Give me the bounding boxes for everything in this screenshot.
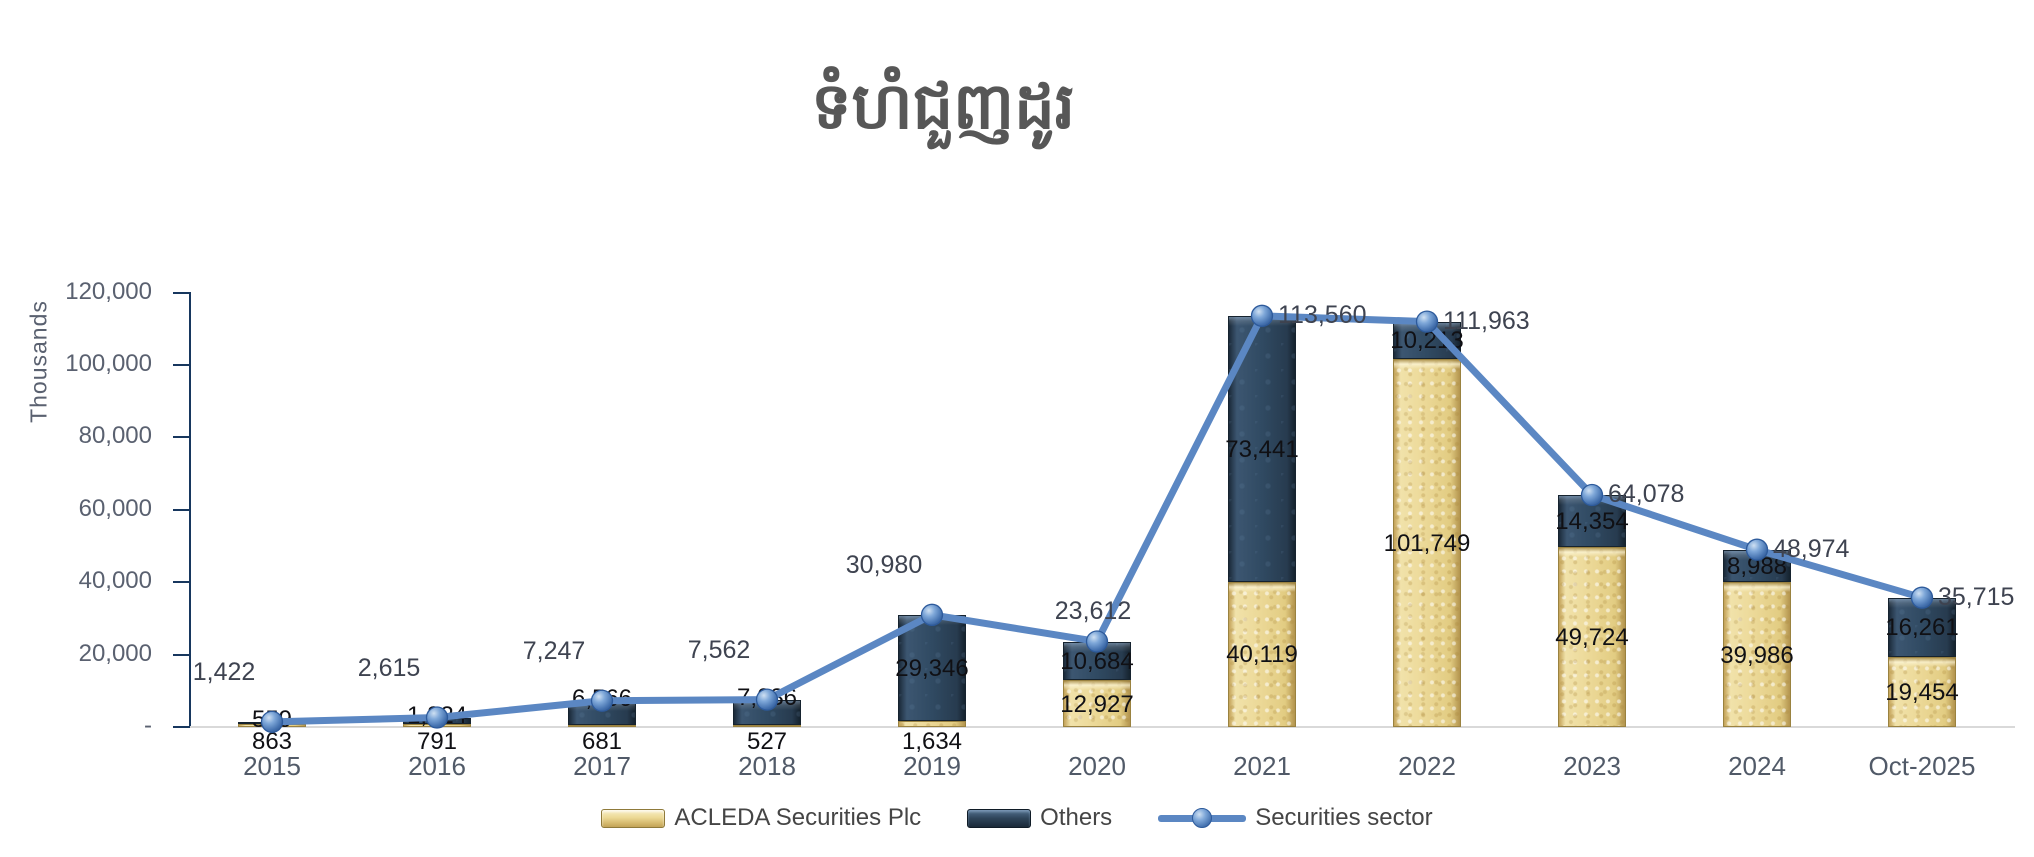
- x-axis-label-Oct-2025: Oct-2025: [1868, 751, 1976, 781]
- y-axis-line: [189, 292, 191, 728]
- total-label-Oct-2025: 35,715: [1938, 582, 2015, 611]
- y-axis-tick: [173, 508, 190, 511]
- y-axis-tick: [173, 436, 190, 439]
- y-axis-tick-label: 80,000: [78, 422, 152, 450]
- y-axis-tick: [173, 581, 190, 584]
- chart-title: ទំហំជួញដូរ: [810, 70, 1076, 142]
- bar-label-acleda-2024: 39,986: [1720, 641, 1794, 669]
- bar-bevel: [1064, 681, 1130, 691]
- x-axis-label-2021: 2021: [1233, 751, 1291, 781]
- x-axis-label-2016: 2016: [408, 751, 466, 781]
- total-label-2019: 30,980: [845, 550, 923, 579]
- x-axis-label-2023: 2023: [1563, 751, 1621, 781]
- bar-label-acleda-2022: 101,749: [1383, 529, 1471, 557]
- x-axis-label-2022: 2022: [1398, 751, 1456, 781]
- y-axis-tick-label: 20,000: [78, 639, 152, 667]
- bar-label-acleda-2021: 40,119: [1226, 641, 1298, 669]
- bar-label-acleda-2016: 791: [416, 728, 458, 755]
- legend-swatch-acleda: [601, 808, 666, 828]
- x-axis-label-2018: 2018: [738, 751, 796, 781]
- bar-label-others-2018: 7,036: [736, 683, 798, 711]
- legend-label: Securities sector: [1255, 804, 1433, 831]
- y-axis-tick: [173, 291, 190, 294]
- x-axis-label-2019: 2019: [903, 751, 961, 781]
- bar-bevel: [1559, 547, 1625, 557]
- total-label-2020: 23,612: [1054, 596, 1132, 625]
- total-label-2021: 113,560: [1278, 300, 1367, 329]
- total-label-2016: 2,615: [357, 653, 421, 682]
- bar-label-acleda-2020: 12,927: [1060, 690, 1134, 718]
- bar-bevel: [899, 615, 965, 625]
- y-axis-tick: [173, 363, 190, 366]
- bar-label-acleda-2019: 1,634: [901, 728, 963, 755]
- y-axis-tick: [173, 726, 190, 728]
- bar-bevel: [1229, 582, 1295, 592]
- legend-label: Others: [1040, 804, 1113, 831]
- y-axis-tick: [173, 653, 190, 656]
- bar-bevel: [1724, 583, 1790, 593]
- legend-item-securities-sector: Securities sector: [1158, 804, 1433, 832]
- bar-segment-acleda-2017: [568, 724, 636, 727]
- bar-label-others-2020: 10,684: [1060, 647, 1134, 675]
- bar-label-acleda-2017: 681: [581, 728, 623, 755]
- bar-label-acleda-2015: 863: [251, 728, 293, 755]
- bar-label-others-2016: 1,824: [406, 701, 468, 729]
- x-axis-line: [190, 726, 2015, 728]
- legend-label: ACLEDA Securities Plc: [674, 804, 922, 831]
- y-axis-tick-label: 100,000: [65, 349, 152, 377]
- total-label-2023: 64,078: [1608, 479, 1685, 508]
- bar-bevel: [1394, 359, 1460, 369]
- legend: ACLEDA Securities Plc Others Securities se…: [0, 804, 2034, 832]
- bar-segment-acleda-2018: [733, 725, 801, 728]
- total-label-2017: 7,247: [522, 636, 586, 665]
- x-axis-label-2015: 2015: [243, 751, 301, 781]
- bar-bevel: [1889, 657, 1955, 667]
- total-label-2022: 111,963: [1443, 306, 1530, 335]
- bar-label-others-Oct-2025: 16,261: [1885, 614, 1959, 642]
- bar-label-acleda-Oct-2025: 19,454: [1885, 678, 1959, 706]
- x-axis-label-2020: 2020: [1068, 751, 1126, 781]
- bar-label-others-2017: 6,566: [571, 684, 633, 712]
- y-axis-tick-label: -: [144, 712, 152, 739]
- legend-line-sample: [1158, 807, 1247, 829]
- legend-swatch-others: [967, 808, 1032, 828]
- legend-marker-icon: [1192, 808, 1213, 828]
- bar-segment-acleda-2019: [898, 721, 966, 727]
- y-axis-tick-label: 60,000: [78, 494, 152, 522]
- y-axis-tick-label: 120,000: [65, 277, 152, 305]
- x-axis-label-2024: 2024: [1728, 751, 1786, 781]
- x-axis-label-2017: 2017: [573, 751, 631, 781]
- bar-label-others-2019: 29,346: [895, 654, 969, 682]
- total-label-2024: 48,974: [1773, 534, 1850, 563]
- bar-label-acleda-2018: 527: [746, 728, 788, 755]
- legend-item-acleda: ACLEDA Securities Plc: [601, 804, 921, 832]
- total-label-2018: 7,562: [687, 635, 751, 664]
- bar-label-others-2021: 73,441: [1225, 435, 1299, 463]
- total-label-2015: 1,422: [192, 657, 256, 686]
- bar-label-acleda-2023: 49,724: [1555, 623, 1629, 651]
- legend-item-others: Others: [967, 804, 1112, 832]
- y-axis-tick-label: 40,000: [78, 567, 152, 595]
- bar-label-others-2023: 14,354: [1555, 507, 1629, 535]
